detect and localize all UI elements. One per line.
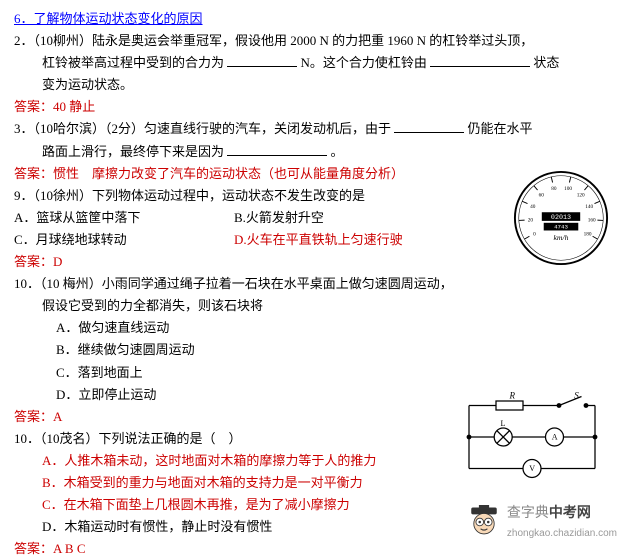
q10a-stem: 10．（10 梅州）小雨同学通过绳子拉着一石块在水平桌面上做匀速圆周运动， bbox=[14, 273, 613, 295]
label-a: A bbox=[552, 433, 558, 442]
watermark-cn-b: 中考网 bbox=[549, 504, 591, 520]
q10a-option-c: C．落到地面上 bbox=[14, 362, 613, 384]
svg-text:80: 80 bbox=[551, 186, 557, 192]
q9-option-a: A．篮球从篮筐中落下 bbox=[14, 207, 234, 229]
q10a-option-b: B．继续做匀速圆周运动 bbox=[14, 339, 613, 361]
q2-line3: 变为运动状态。 bbox=[14, 74, 613, 96]
q2-line2: 杠铃被举高过程中受到的合力为 N。这个合力使杠铃由 状态 bbox=[14, 52, 613, 74]
question-3: 3．（10哈尔滨）（2分）匀速直线行驶的汽车，关闭发动机后，由于 仍能在水平 路… bbox=[14, 118, 613, 162]
question-2: 2．（10柳州）陆永是奥运会举重冠军，假设他用 2000 N 的力把重 1960… bbox=[14, 30, 613, 96]
label-l: L bbox=[501, 419, 506, 428]
circuit-figure: R S L A V bbox=[457, 392, 607, 482]
q3-line1: 3．（10哈尔滨）（2分）匀速直线行驶的汽车，关闭发动机后，由于 仍能在水平 bbox=[14, 118, 613, 140]
q2-line2-a: 杠铃被举高过程中受到的合力为 bbox=[42, 55, 224, 70]
svg-text:100: 100 bbox=[564, 186, 572, 192]
q9-option-d: D.火车在平直铁轨上匀速行驶 bbox=[234, 229, 403, 251]
svg-text:160: 160 bbox=[588, 218, 596, 224]
q2-line2-c: 状态 bbox=[533, 55, 559, 70]
svg-text:20: 20 bbox=[528, 218, 534, 224]
odometer-2: 4743 bbox=[554, 224, 568, 231]
q10a-stem2: 假设它受到的力全都消失，则该石块将 bbox=[14, 295, 613, 317]
watermark-text: 查字典中考网 zhongkao.chazidian.com bbox=[507, 501, 617, 542]
section-heading: 6．了解物体运动状态变化的原因 bbox=[14, 8, 613, 30]
blank-fill bbox=[394, 120, 464, 133]
watermark: 查字典中考网 zhongkao.chazidian.com bbox=[467, 501, 617, 542]
svg-text:40: 40 bbox=[530, 204, 536, 210]
svg-text:60: 60 bbox=[539, 192, 545, 198]
svg-text:140: 140 bbox=[585, 204, 593, 210]
label-s: S bbox=[574, 392, 579, 400]
question-10a: 10．（10 梅州）小雨同学通过绳子拉着一石块在水平桌面上做匀速圆周运动， 假设… bbox=[14, 273, 613, 406]
svg-text:180: 180 bbox=[584, 231, 592, 237]
svg-text:120: 120 bbox=[577, 192, 585, 198]
svg-text:0: 0 bbox=[533, 231, 536, 237]
q3-line2-b: 。 bbox=[331, 144, 344, 159]
q3-line1-a: 3．（10哈尔滨）（2分）匀速直线行驶的汽车，关闭发动机后，由于 bbox=[14, 121, 391, 136]
answer-2: 答案：40 静止 bbox=[14, 96, 613, 118]
speedometer-figure: 0 20 4060 80 100 120140 160 180 02013 4743 km/h bbox=[513, 170, 609, 266]
label-v: V bbox=[529, 464, 535, 473]
watermark-url: zhongkao.chazidian.com bbox=[507, 525, 617, 542]
blank-fill bbox=[227, 143, 327, 156]
mascot-icon bbox=[467, 505, 501, 539]
label-r: R bbox=[509, 392, 516, 400]
q3-line2: 路面上滑行，最终停下来是因为 。 bbox=[14, 141, 613, 163]
q3-line2-a: 路面上滑行，最终停下来是因为 bbox=[42, 144, 224, 159]
q10a-option-a: A．做匀速直线运动 bbox=[14, 317, 613, 339]
q2-line1: 2．（10柳州）陆永是奥运会举重冠军，假设他用 2000 N 的力把重 1960… bbox=[14, 30, 613, 52]
q2-line2-b: N。这个合力使杠铃由 bbox=[301, 55, 427, 70]
blank-fill bbox=[430, 54, 530, 67]
q3-line1-b: 仍能在水平 bbox=[468, 121, 533, 136]
odometer-1: 02013 bbox=[551, 214, 571, 222]
q9-option-b: B.火箭发射升空 bbox=[234, 207, 324, 229]
q9-option-c: C．月球绕地球转动 bbox=[14, 229, 234, 251]
gauge-unit: km/h bbox=[554, 233, 569, 242]
watermark-cn-a: 查字典 bbox=[507, 504, 549, 520]
blank-fill bbox=[227, 54, 297, 67]
